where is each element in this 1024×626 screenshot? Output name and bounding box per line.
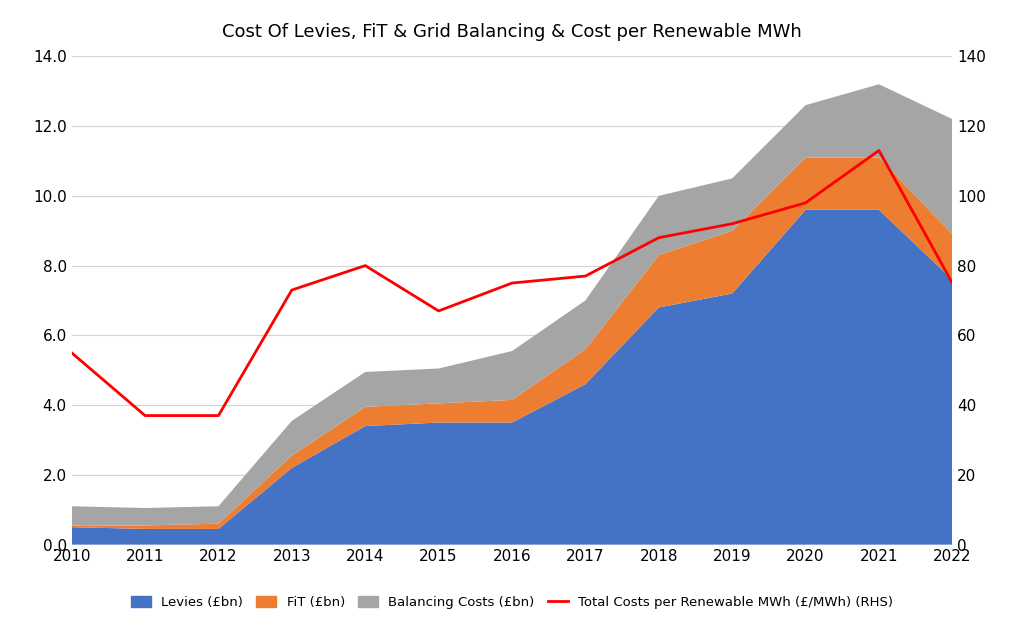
Line: Total Costs per Renewable MWh (£/MWh) (RHS): Total Costs per Renewable MWh (£/MWh) (R… — [72, 150, 952, 416]
Title: Cost Of Levies, FiT & Grid Balancing & Cost per Renewable MWh: Cost Of Levies, FiT & Grid Balancing & C… — [222, 23, 802, 41]
Total Costs per Renewable MWh (£/MWh) (RHS) — [872, 146, 885, 154]
Total Costs per Renewable MWh (£/MWh) (RHS) — [580, 272, 592, 280]
Total Costs per Renewable MWh (£/MWh) (RHS) — [432, 307, 444, 315]
Total Costs per Renewable MWh (£/MWh) (RHS) — [800, 199, 812, 207]
Total Costs per Renewable MWh (£/MWh) (RHS) — [66, 349, 78, 357]
Total Costs per Renewable MWh (£/MWh) (RHS) — [652, 234, 665, 242]
Total Costs per Renewable MWh (£/MWh) (RHS) — [946, 279, 958, 287]
Total Costs per Renewable MWh (£/MWh) (RHS) — [139, 412, 152, 419]
Total Costs per Renewable MWh (£/MWh) (RHS) — [506, 279, 518, 287]
Total Costs per Renewable MWh (£/MWh) (RHS) — [726, 220, 738, 227]
Legend: Levies (£bn), FiT (£bn), Balancing Costs (£bn), Total Costs per Renewable MWh (£: Levies (£bn), FiT (£bn), Balancing Costs… — [126, 590, 898, 614]
Total Costs per Renewable MWh (£/MWh) (RHS) — [359, 262, 372, 269]
Total Costs per Renewable MWh (£/MWh) (RHS) — [286, 286, 298, 294]
Total Costs per Renewable MWh (£/MWh) (RHS) — [212, 412, 224, 419]
